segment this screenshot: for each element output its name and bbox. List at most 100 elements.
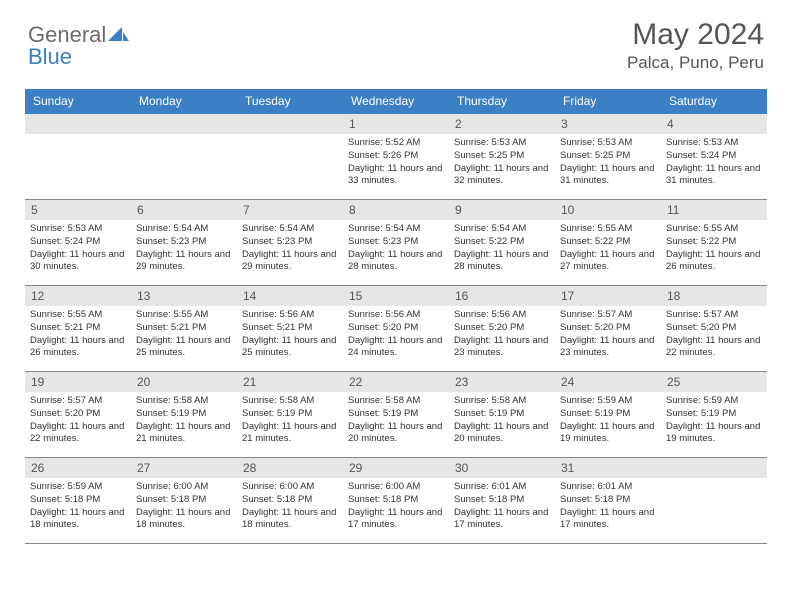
calendar-cell: 10Sunrise: 5:55 AMSunset: 5:22 PMDayligh… bbox=[555, 200, 661, 286]
weekday-header: Tuesday bbox=[237, 89, 343, 114]
day-details: Sunrise: 5:53 AMSunset: 5:25 PMDaylight:… bbox=[555, 134, 661, 190]
day-number: 5 bbox=[25, 200, 131, 220]
day-number: 13 bbox=[131, 286, 237, 306]
day-details: Sunrise: 5:53 AMSunset: 5:24 PMDaylight:… bbox=[661, 134, 767, 190]
empty-day-header bbox=[661, 458, 767, 478]
calendar-cell: 2Sunrise: 5:53 AMSunset: 5:25 PMDaylight… bbox=[449, 114, 555, 200]
day-details: Sunrise: 5:55 AMSunset: 5:22 PMDaylight:… bbox=[661, 220, 767, 276]
calendar-cell: 13Sunrise: 5:55 AMSunset: 5:21 PMDayligh… bbox=[131, 286, 237, 372]
day-number: 21 bbox=[237, 372, 343, 392]
calendar-row: 5Sunrise: 5:53 AMSunset: 5:24 PMDaylight… bbox=[25, 200, 767, 286]
calendar-cell: 5Sunrise: 5:53 AMSunset: 5:24 PMDaylight… bbox=[25, 200, 131, 286]
day-number: 1 bbox=[343, 114, 449, 134]
calendar-cell: 23Sunrise: 5:58 AMSunset: 5:19 PMDayligh… bbox=[449, 372, 555, 458]
day-details: Sunrise: 5:56 AMSunset: 5:20 PMDaylight:… bbox=[343, 306, 449, 362]
calendar-cell: 28Sunrise: 6:00 AMSunset: 5:18 PMDayligh… bbox=[237, 458, 343, 544]
calendar-cell: 31Sunrise: 6:01 AMSunset: 5:18 PMDayligh… bbox=[555, 458, 661, 544]
calendar-cell: 11Sunrise: 5:55 AMSunset: 5:22 PMDayligh… bbox=[661, 200, 767, 286]
day-number: 30 bbox=[449, 458, 555, 478]
calendar-cell: 16Sunrise: 5:56 AMSunset: 5:20 PMDayligh… bbox=[449, 286, 555, 372]
day-number: 26 bbox=[25, 458, 131, 478]
day-details: Sunrise: 5:56 AMSunset: 5:20 PMDaylight:… bbox=[449, 306, 555, 362]
calendar-cell bbox=[661, 458, 767, 544]
day-details: Sunrise: 5:54 AMSunset: 5:23 PMDaylight:… bbox=[131, 220, 237, 276]
weekday-header: Thursday bbox=[449, 89, 555, 114]
day-number: 27 bbox=[131, 458, 237, 478]
day-details: Sunrise: 5:58 AMSunset: 5:19 PMDaylight:… bbox=[131, 392, 237, 448]
day-details: Sunrise: 6:01 AMSunset: 5:18 PMDaylight:… bbox=[555, 478, 661, 534]
day-number: 31 bbox=[555, 458, 661, 478]
day-number: 24 bbox=[555, 372, 661, 392]
day-details: Sunrise: 5:57 AMSunset: 5:20 PMDaylight:… bbox=[661, 306, 767, 362]
calendar-cell: 4Sunrise: 5:53 AMSunset: 5:24 PMDaylight… bbox=[661, 114, 767, 200]
day-number: 14 bbox=[237, 286, 343, 306]
calendar-cell: 7Sunrise: 5:54 AMSunset: 5:23 PMDaylight… bbox=[237, 200, 343, 286]
day-details: Sunrise: 5:54 AMSunset: 5:23 PMDaylight:… bbox=[343, 220, 449, 276]
day-details: Sunrise: 6:00 AMSunset: 5:18 PMDaylight:… bbox=[131, 478, 237, 534]
calendar-cell: 20Sunrise: 5:58 AMSunset: 5:19 PMDayligh… bbox=[131, 372, 237, 458]
day-details: Sunrise: 5:58 AMSunset: 5:19 PMDaylight:… bbox=[237, 392, 343, 448]
day-number: 6 bbox=[131, 200, 237, 220]
empty-day-header bbox=[237, 114, 343, 134]
day-details: Sunrise: 5:57 AMSunset: 5:20 PMDaylight:… bbox=[555, 306, 661, 362]
day-details: Sunrise: 5:55 AMSunset: 5:21 PMDaylight:… bbox=[131, 306, 237, 362]
day-number: 20 bbox=[131, 372, 237, 392]
calendar-cell bbox=[131, 114, 237, 200]
calendar-cell: 15Sunrise: 5:56 AMSunset: 5:20 PMDayligh… bbox=[343, 286, 449, 372]
day-details: Sunrise: 5:57 AMSunset: 5:20 PMDaylight:… bbox=[25, 392, 131, 448]
weekday-header: Sunday bbox=[25, 89, 131, 114]
day-details: Sunrise: 5:55 AMSunset: 5:22 PMDaylight:… bbox=[555, 220, 661, 276]
day-details: Sunrise: 5:58 AMSunset: 5:19 PMDaylight:… bbox=[449, 392, 555, 448]
calendar-cell: 27Sunrise: 6:00 AMSunset: 5:18 PMDayligh… bbox=[131, 458, 237, 544]
title-block: May 2024 Palca, Puno, Peru bbox=[627, 18, 764, 73]
day-details: Sunrise: 6:00 AMSunset: 5:18 PMDaylight:… bbox=[237, 478, 343, 534]
day-number: 29 bbox=[343, 458, 449, 478]
calendar-row: 1Sunrise: 5:52 AMSunset: 5:26 PMDaylight… bbox=[25, 114, 767, 200]
calendar-cell: 26Sunrise: 5:59 AMSunset: 5:18 PMDayligh… bbox=[25, 458, 131, 544]
day-number: 23 bbox=[449, 372, 555, 392]
calendar-row: 19Sunrise: 5:57 AMSunset: 5:20 PMDayligh… bbox=[25, 372, 767, 458]
calendar-cell: 19Sunrise: 5:57 AMSunset: 5:20 PMDayligh… bbox=[25, 372, 131, 458]
day-details: Sunrise: 5:59 AMSunset: 5:18 PMDaylight:… bbox=[25, 478, 131, 534]
calendar-cell: 3Sunrise: 5:53 AMSunset: 5:25 PMDaylight… bbox=[555, 114, 661, 200]
day-number: 10 bbox=[555, 200, 661, 220]
calendar-cell: 22Sunrise: 5:58 AMSunset: 5:19 PMDayligh… bbox=[343, 372, 449, 458]
weekday-header: Monday bbox=[131, 89, 237, 114]
calendar-cell: 9Sunrise: 5:54 AMSunset: 5:22 PMDaylight… bbox=[449, 200, 555, 286]
calendar-table: SundayMondayTuesdayWednesdayThursdayFrid… bbox=[25, 89, 767, 544]
day-number: 19 bbox=[25, 372, 131, 392]
calendar-cell: 30Sunrise: 6:01 AMSunset: 5:18 PMDayligh… bbox=[449, 458, 555, 544]
brand-part2: Blue bbox=[28, 44, 72, 69]
brand-sail-icon bbox=[108, 25, 130, 48]
empty-day-header bbox=[25, 114, 131, 134]
weekday-header: Friday bbox=[555, 89, 661, 114]
calendar-cell: 24Sunrise: 5:59 AMSunset: 5:19 PMDayligh… bbox=[555, 372, 661, 458]
day-number: 15 bbox=[343, 286, 449, 306]
day-number: 18 bbox=[661, 286, 767, 306]
day-number: 22 bbox=[343, 372, 449, 392]
day-number: 7 bbox=[237, 200, 343, 220]
day-details: Sunrise: 5:56 AMSunset: 5:21 PMDaylight:… bbox=[237, 306, 343, 362]
day-details: Sunrise: 5:55 AMSunset: 5:21 PMDaylight:… bbox=[25, 306, 131, 362]
location-text: Palca, Puno, Peru bbox=[627, 53, 764, 73]
weekday-header: Wednesday bbox=[343, 89, 449, 114]
calendar-row: 26Sunrise: 5:59 AMSunset: 5:18 PMDayligh… bbox=[25, 458, 767, 544]
day-number: 11 bbox=[661, 200, 767, 220]
calendar-cell: 14Sunrise: 5:56 AMSunset: 5:21 PMDayligh… bbox=[237, 286, 343, 372]
day-details: Sunrise: 5:58 AMSunset: 5:19 PMDaylight:… bbox=[343, 392, 449, 448]
calendar-cell: 1Sunrise: 5:52 AMSunset: 5:26 PMDaylight… bbox=[343, 114, 449, 200]
weekday-header-row: SundayMondayTuesdayWednesdayThursdayFrid… bbox=[25, 89, 767, 114]
calendar-cell: 18Sunrise: 5:57 AMSunset: 5:20 PMDayligh… bbox=[661, 286, 767, 372]
calendar-cell bbox=[237, 114, 343, 200]
empty-day-header bbox=[131, 114, 237, 134]
calendar-cell: 17Sunrise: 5:57 AMSunset: 5:20 PMDayligh… bbox=[555, 286, 661, 372]
calendar-body: 1Sunrise: 5:52 AMSunset: 5:26 PMDaylight… bbox=[25, 114, 767, 544]
calendar-cell: 29Sunrise: 6:00 AMSunset: 5:18 PMDayligh… bbox=[343, 458, 449, 544]
calendar-cell: 12Sunrise: 5:55 AMSunset: 5:21 PMDayligh… bbox=[25, 286, 131, 372]
day-number: 25 bbox=[661, 372, 767, 392]
day-details: Sunrise: 5:53 AMSunset: 5:25 PMDaylight:… bbox=[449, 134, 555, 190]
day-number: 17 bbox=[555, 286, 661, 306]
weekday-header: Saturday bbox=[661, 89, 767, 114]
month-title: May 2024 bbox=[627, 18, 764, 51]
calendar-row: 12Sunrise: 5:55 AMSunset: 5:21 PMDayligh… bbox=[25, 286, 767, 372]
